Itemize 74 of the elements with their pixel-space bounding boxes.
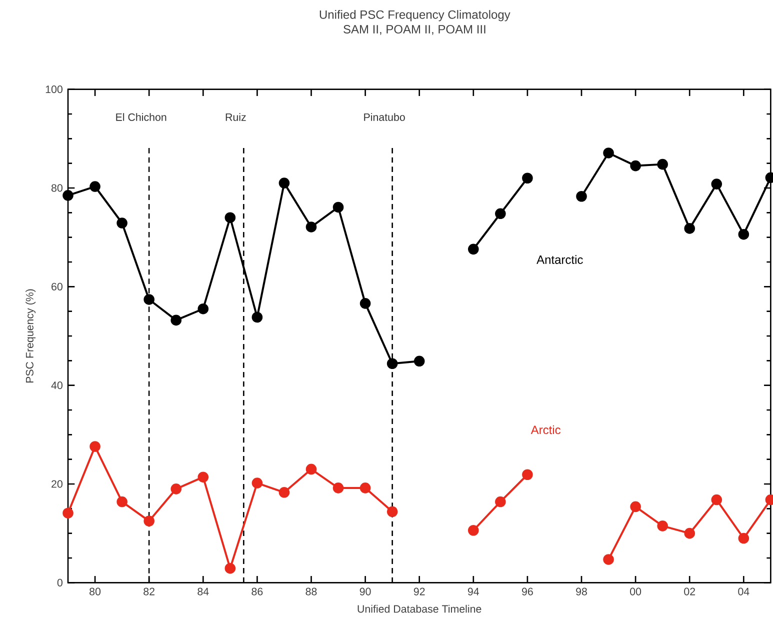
point — [684, 223, 695, 234]
y-axis-title: PSC Frequency (%) — [26, 289, 36, 383]
point — [360, 298, 371, 309]
point — [332, 482, 344, 494]
point — [468, 524, 479, 536]
point — [738, 532, 750, 544]
point — [332, 202, 344, 213]
x-tick-label: 96 — [522, 588, 533, 596]
x-axis-title: Unified Database Timeline — [358, 604, 482, 613]
ref-line-label: El Chichon — [116, 113, 166, 121]
point — [144, 516, 154, 526]
point — [170, 484, 182, 494]
point — [116, 218, 128, 228]
ref-line-label: Pinatubo — [364, 113, 405, 121]
y-tick-label: 60 — [52, 282, 62, 290]
x-tick-label: 88 — [306, 588, 317, 596]
text: Arctic — [530, 425, 561, 434]
point — [278, 486, 290, 498]
x-tick-label: 86 — [252, 588, 263, 596]
point — [630, 160, 641, 172]
point — [495, 496, 506, 508]
ref-line-label: Ruiz — [226, 113, 246, 121]
point — [306, 464, 317, 475]
y-tick-label: 40 — [51, 382, 62, 390]
point — [252, 478, 263, 488]
point — [657, 158, 668, 170]
x-tick-label: 00 — [630, 588, 642, 596]
chart-title: Unified PSC Frequency Climatology — [320, 10, 510, 22]
point — [576, 190, 587, 202]
x-tick-label: 92 — [414, 588, 425, 596]
point — [278, 178, 290, 188]
point — [386, 506, 398, 518]
point — [603, 148, 614, 158]
y-tick-label: 0 — [57, 578, 62, 586]
point — [657, 520, 668, 532]
y-tick-label: 80 — [51, 184, 62, 192]
point — [468, 244, 479, 255]
point — [386, 358, 398, 370]
point — [522, 172, 533, 184]
point — [170, 314, 182, 326]
point — [224, 212, 236, 223]
point — [224, 562, 236, 574]
point — [603, 554, 614, 565]
point — [495, 208, 506, 220]
point — [711, 494, 722, 506]
point — [522, 469, 533, 480]
point — [684, 528, 695, 539]
point — [198, 303, 209, 314]
point — [306, 222, 317, 232]
point — [198, 472, 209, 482]
point — [62, 508, 74, 519]
text: Antarctic — [536, 255, 583, 264]
point — [738, 228, 750, 240]
point — [630, 501, 641, 512]
point — [90, 181, 100, 192]
x-tick-label: 04 — [738, 588, 750, 596]
point — [414, 356, 425, 367]
x-tick-label: 82 — [144, 588, 154, 596]
x-tick-label: 90 — [360, 588, 371, 596]
y-tick-label: 20 — [52, 480, 62, 488]
point — [711, 178, 722, 190]
point — [144, 294, 154, 305]
x-tick-label: 80 — [90, 588, 101, 596]
point — [62, 190, 74, 201]
y-tick-label: 100 — [46, 86, 62, 94]
x-tick-label: 02 — [684, 588, 695, 596]
x-tick-label: 94 — [468, 588, 480, 596]
chart-subtitle: SAM II, POAM II, POAM III — [344, 25, 486, 35]
point — [90, 441, 100, 452]
point — [116, 496, 128, 508]
point — [252, 312, 263, 323]
x-tick-label: 84 — [198, 588, 209, 596]
x-tick-label: 98 — [576, 588, 587, 596]
point — [360, 482, 371, 494]
